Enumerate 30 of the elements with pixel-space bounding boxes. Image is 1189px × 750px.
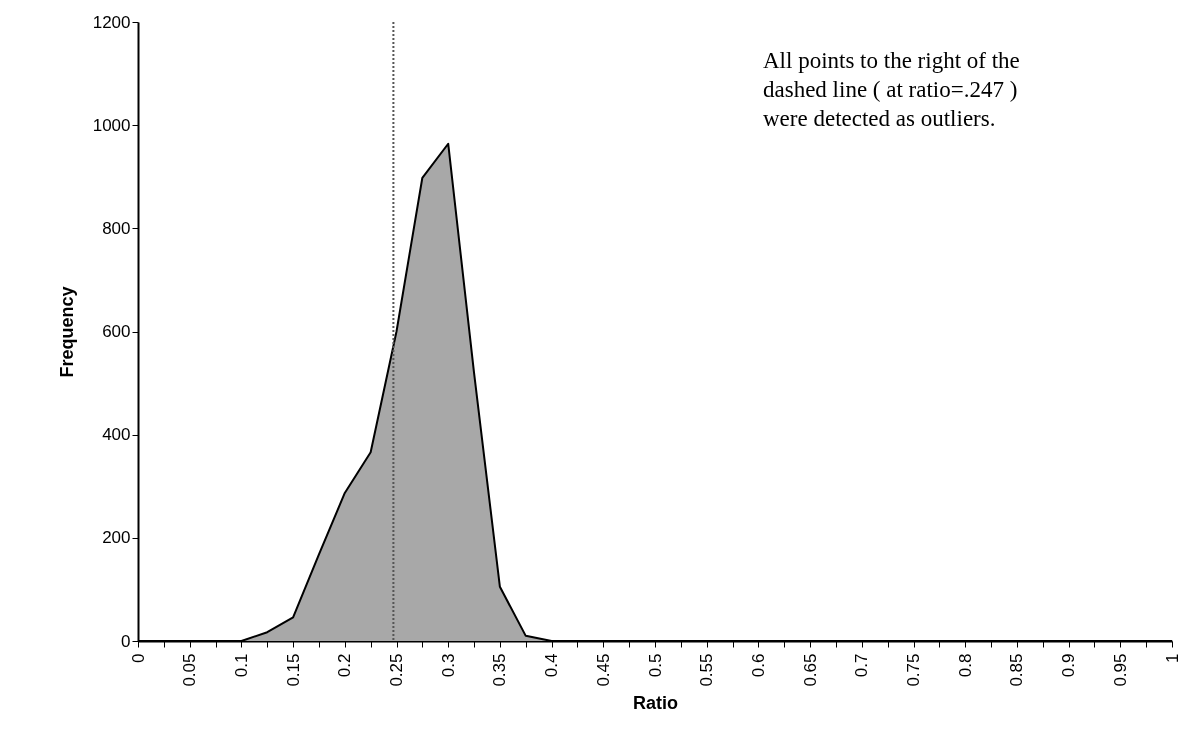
- x-tick-label: 0.45: [593, 653, 613, 687]
- x-axis-title: Ratio: [633, 692, 678, 713]
- y-tick-label: 200: [102, 528, 131, 548]
- x-tick-label: 0.8: [955, 653, 975, 678]
- x-tick-label: 0.3: [438, 653, 458, 678]
- y-tick-label: 1000: [92, 115, 131, 135]
- y-tick-label: 400: [102, 425, 131, 445]
- x-tick-label: 0.85: [1007, 653, 1027, 687]
- x-tick-label: 0.7: [852, 653, 872, 678]
- x-tick-label: 0.95: [1110, 653, 1130, 687]
- x-tick-label: 0.15: [283, 653, 303, 687]
- x-tick-label: 0.1: [231, 653, 251, 678]
- x-tick-label: 0.65: [800, 653, 820, 687]
- x-tick-label: 0.9: [1059, 653, 1079, 678]
- y-tick-label: 800: [102, 218, 131, 238]
- y-tick-label: 600: [102, 322, 131, 341]
- x-tick-label: 0.5: [645, 653, 665, 678]
- y-tick-label: 1200: [92, 12, 131, 32]
- annotation: All points to the right of the dashed line ( at ratio=.247 ) were detected as outliers.: [763, 48, 1020, 131]
- x-tick-label: 0.35: [490, 653, 510, 687]
- x-tick-label: 0.05: [180, 653, 200, 687]
- x-tick-label: 1: [1162, 653, 1182, 663]
- x-tick-label: 0.2: [335, 653, 355, 678]
- x-tick-label: 0.75: [904, 653, 923, 687]
- x-tick-label: 0.25: [387, 653, 406, 687]
- x-tick-label: 0: [128, 653, 148, 663]
- x-tick-label: 0.6: [748, 653, 768, 678]
- x-tick-label: 0.4: [542, 653, 562, 678]
- x-tick-label: 0.55: [697, 653, 717, 687]
- y-axis-title: Frequency: [56, 286, 77, 378]
